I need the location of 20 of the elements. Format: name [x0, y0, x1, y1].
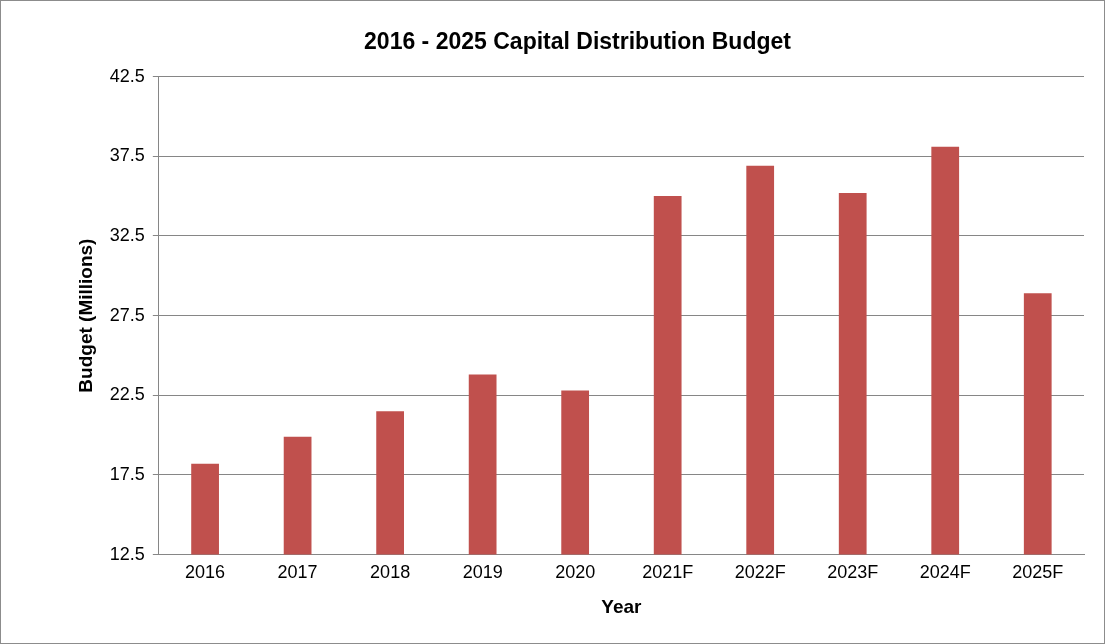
y-tick-label: 22.5: [109, 384, 145, 405]
x-axis-title: Year: [601, 595, 643, 617]
x-tick-label: 2022F: [734, 562, 786, 583]
x-tick-label: 2024F: [919, 562, 971, 583]
x-tick-label: 2021F: [642, 562, 694, 583]
chart-title: 2016 - 2025 Capital Distribution Budget: [364, 28, 792, 55]
y-tick-label: 32.5: [109, 224, 145, 245]
x-tick-label: 2020: [555, 562, 596, 583]
y-axis-title: Budget (Millions): [74, 238, 96, 393]
x-tick-label: 2023F: [827, 562, 879, 583]
y-tick-label: 42.5: [109, 65, 145, 86]
y-tick-label: 37.5: [109, 145, 145, 166]
y-tick-label: 27.5: [109, 304, 145, 325]
y-tick-label: 17.5: [109, 463, 145, 484]
x-tick-label: 2019: [462, 562, 503, 583]
y-tick-label: 12.5: [109, 543, 145, 564]
x-tick-label: 2017: [277, 562, 318, 583]
x-tick-label: 2025F: [1012, 562, 1064, 583]
x-tick-label: 2016: [185, 562, 226, 583]
x-tick-label: 2018: [370, 562, 411, 583]
